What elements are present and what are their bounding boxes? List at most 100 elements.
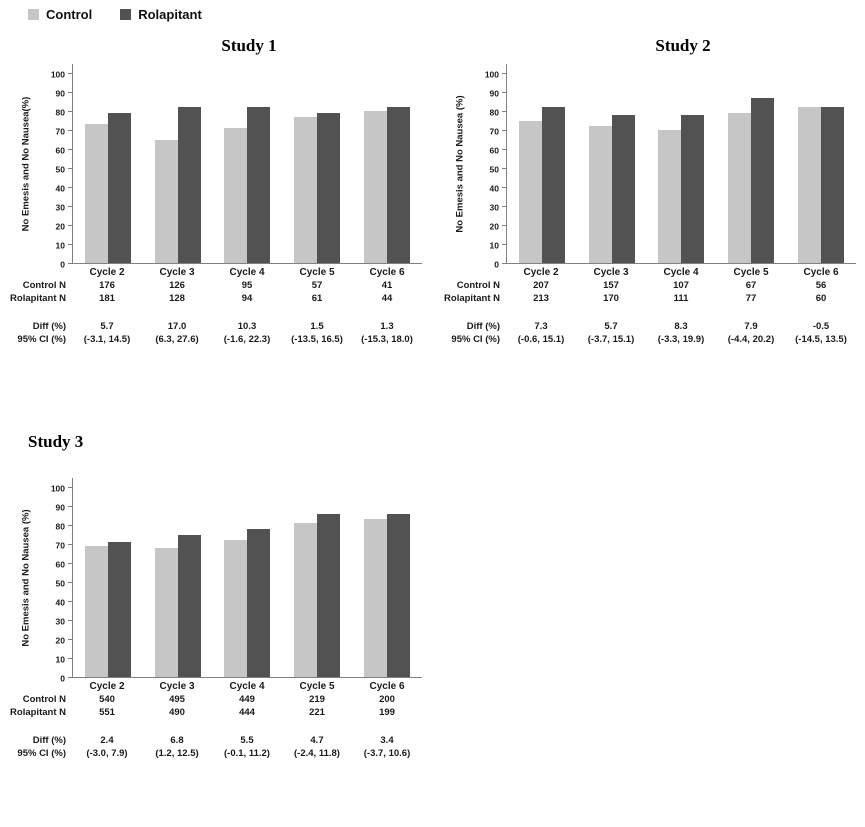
study-2-panel: Study 2 No Emesis and No Nausea (%) 0 10 2… [440, 36, 860, 346]
rolapitant-swatch-icon [120, 9, 132, 20]
table-row-label: Diff (%) [466, 321, 500, 332]
y-tick-label: 60 [55, 144, 65, 155]
table-cell: 207 [533, 280, 549, 291]
table-cell: (-15.3, 18.0) [361, 334, 413, 345]
y-tick-label: 90 [55, 501, 65, 512]
table-cell: (-3.7, 15.1) [587, 334, 635, 345]
y-tick-label: 90 [55, 87, 65, 98]
bar-rolapitant-cycle-5 [317, 513, 341, 677]
stats-table: Cycle 2 Cycle 3 Cycle 4 Cycle 5 Cycle 6 Contr… [6, 266, 426, 346]
y-tick-label: 60 [55, 558, 65, 569]
y-axis-title: No Emesis and No Nausea(%) [6, 64, 46, 264]
table-row-label: Diff (%) [32, 735, 66, 746]
table-cell: (-14.5, 13.5) [795, 334, 847, 345]
bar-group-cycle-3 [143, 107, 213, 263]
bar-rolapitant-cycle-6 [387, 513, 411, 677]
y-tick-label: 100 [50, 68, 65, 79]
bar-rolapitant-cycle-4 [681, 114, 705, 263]
bar-group-cycle-3 [577, 114, 647, 263]
bar-control-cycle-5 [294, 116, 318, 263]
y-tick-mark [68, 130, 72, 131]
bar-control-cycle-5 [294, 523, 318, 677]
table-cell: (6.3, 27.6) [155, 334, 199, 345]
table-cell: (-1.6, 22.3) [223, 334, 271, 345]
y-tick-label: 80 [489, 106, 499, 117]
plot-area [72, 64, 422, 264]
stats-table: Cycle 2 Cycle 3 Cycle 4 Cycle 5 Cycle 6 Contr… [6, 680, 426, 760]
bar-group-cycle-6 [352, 107, 422, 263]
y-tick-mark [502, 149, 506, 150]
y-tick-mark [502, 263, 506, 264]
x-axis-label-cycle-3: Cycle 3 [593, 267, 629, 278]
y-tick-mark [68, 544, 72, 545]
y-tick-mark [502, 73, 506, 74]
y-tick-mark [68, 263, 72, 264]
table-cell: (-3.3, 19.9) [657, 334, 705, 345]
control-swatch-icon [28, 9, 39, 20]
y-tick-mark [68, 168, 72, 169]
y-axis: 0 10 20 30 40 50 60 70 80 90 100 [480, 64, 506, 268]
y-tick-mark [502, 168, 506, 169]
bar-group-cycle-5 [716, 97, 786, 263]
y-axis-title-text: No Emesis and No Nausea(%) [20, 96, 32, 232]
table-cell: 170 [603, 293, 619, 304]
bar-control-cycle-6 [364, 519, 388, 677]
y-tick-label: 70 [55, 125, 65, 136]
table-cell: 107 [673, 280, 689, 291]
table-cell: 181 [99, 293, 115, 304]
y-tick-label: 0 [494, 258, 499, 269]
table-cell: 200 [379, 694, 395, 705]
x-axis-label-cycle-2: Cycle 2 [89, 681, 125, 692]
chart-body: No Emesis and No Nausea(%) 0 10 20 30 40 50 60… [6, 64, 426, 268]
bar-rolapitant-cycle-2 [107, 112, 131, 263]
y-axis-title: No Emesis and No Nausea (%) [440, 64, 480, 264]
y-tick-mark [68, 92, 72, 93]
bar-control-cycle-2 [518, 120, 542, 263]
y-tick-label: 100 [484, 68, 499, 79]
bar-control-cycle-4 [224, 128, 248, 263]
legend-label: Rolapitant [138, 7, 202, 22]
table-cell: 157 [603, 280, 619, 291]
table-cell: 540 [99, 694, 115, 705]
y-tick-mark [68, 487, 72, 488]
table-row-label: 95% CI (%) [451, 334, 500, 345]
table-cell: 5.5 [240, 735, 254, 746]
y-tick-label: 40 [489, 182, 499, 193]
table-row-label: Control N [22, 694, 66, 705]
table-cell: 221 [309, 707, 325, 718]
table-cell: (-3.1, 14.5) [83, 334, 131, 345]
y-tick-mark [502, 92, 506, 93]
table-cell: 4.7 [310, 735, 324, 746]
table-cell: 551 [99, 707, 115, 718]
table-cell: 44 [381, 293, 393, 304]
table-cell: 10.3 [237, 321, 257, 332]
y-tick-mark [502, 111, 506, 112]
table-cell: 56 [815, 280, 827, 291]
y-tick-label: 40 [55, 182, 65, 193]
y-tick-mark [68, 111, 72, 112]
table-row-label: Control N [22, 280, 66, 291]
y-tick-label: 50 [489, 163, 499, 174]
table-cell: 95 [241, 280, 253, 291]
table-cell: 67 [745, 280, 757, 291]
y-tick-mark [68, 639, 72, 640]
y-tick-mark [68, 225, 72, 226]
y-tick-mark [68, 677, 72, 678]
table-cell: 60 [815, 293, 827, 304]
y-tick-label: 80 [55, 106, 65, 117]
bar-rolapitant-cycle-4 [247, 528, 271, 677]
x-axis-label-cycle-3: Cycle 3 [159, 681, 195, 692]
x-axis-label-cycle-4: Cycle 4 [229, 267, 265, 278]
y-tick-label: 40 [55, 596, 65, 607]
bar-rolapitant-cycle-6 [387, 107, 411, 263]
table-cell: 126 [169, 280, 185, 291]
bar-rolapitant-cycle-3 [177, 534, 201, 677]
y-tick-label: 10 [489, 239, 499, 250]
bar-group-cycle-2 [507, 107, 577, 263]
y-tick-mark [68, 658, 72, 659]
y-axis-title-text: No Emesis and No Nausea (%) [454, 95, 466, 233]
y-tick-label: 70 [55, 539, 65, 550]
table-cell: 17.0 [167, 321, 187, 332]
y-axis: 0 10 20 30 40 50 60 70 80 90 100 [46, 478, 72, 682]
